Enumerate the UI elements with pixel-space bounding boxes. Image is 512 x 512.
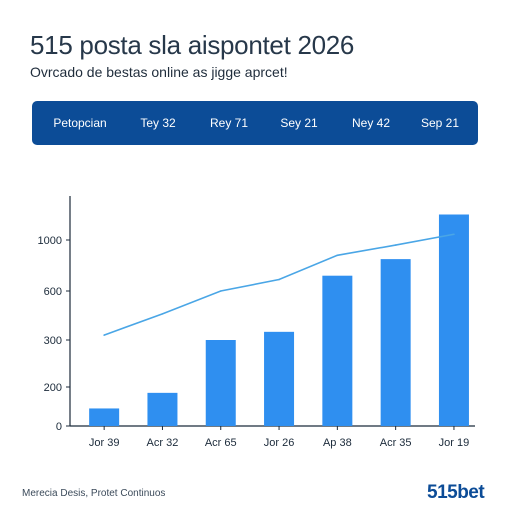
trend-point xyxy=(103,334,105,336)
chart-title: 515 posta sla aispontet 2026 xyxy=(30,30,355,60)
footer-note: Merecia Desis, Protet Continuos xyxy=(22,488,166,499)
chart-subtitle: Ovrcado de bestas online as jigge aprcet… xyxy=(30,64,288,80)
trend-point xyxy=(161,313,164,315)
y-tick-label: 1000 xyxy=(38,235,62,247)
bar xyxy=(264,331,295,426)
y-tick-label: 300 xyxy=(44,335,62,347)
x-tick-label: Acr 65 xyxy=(205,437,237,449)
x-tick-label: Acr 35 xyxy=(380,437,412,449)
trend-point xyxy=(278,278,280,281)
bar xyxy=(205,340,236,426)
y-tick-label: 200 xyxy=(44,382,62,394)
x-tick-label: Ap 38 xyxy=(323,437,352,449)
tab-5[interactable]: Sep 21 xyxy=(420,116,460,130)
trend-point xyxy=(394,244,397,246)
y-tick-label: 600 xyxy=(44,286,62,298)
tab-bar: Petopcian Tey 32 Rey 71 Sey 21 Ney 42 Se… xyxy=(32,101,478,145)
tab-1[interactable]: Tey 32 xyxy=(140,116,176,130)
bar xyxy=(438,214,469,426)
trend-point xyxy=(336,254,339,257)
bar xyxy=(89,408,120,426)
trend-point xyxy=(453,233,455,236)
tab-3[interactable]: Sey 21 xyxy=(280,116,318,130)
bar xyxy=(147,392,178,426)
brand-logo[interactable]: 515bet xyxy=(427,482,485,503)
x-tick-label: Acr 32 xyxy=(147,437,179,449)
bar xyxy=(380,259,411,426)
tab-4[interactable]: Ney 42 xyxy=(351,116,391,130)
tab-2[interactable]: Rey 71 xyxy=(209,116,249,130)
x-tick-label: Jor 19 xyxy=(439,437,470,449)
y-tick-label: 0 xyxy=(56,421,62,433)
trend-point xyxy=(219,290,222,292)
bar xyxy=(322,275,353,426)
x-tick-label: Jor 26 xyxy=(264,437,295,449)
x-tick-label: Jor 39 xyxy=(89,437,120,449)
tab-0[interactable]: Petopcian xyxy=(53,116,107,130)
